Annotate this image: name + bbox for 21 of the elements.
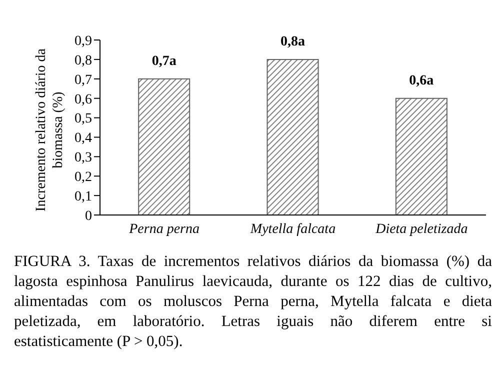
- text: FIGURA 3. Taxas de incrementos relativos diários da biomassa (%) da lagosta espinhosa Panulirus laevicauda, durante os 122 dias de cultivo, alimentadas com os moluscos Perna perna, Mytella falcata e dieta peletizada, em laboratório. Letras iguais não diferem entre si estatisticamente (P > 0,05).: [14, 252, 492, 352]
- y-axis-title: Incremento relativo diário da biomassa (%): [33, 48, 67, 214]
- y-tick-label: 0,7: [74, 72, 92, 88]
- x-tick-label: Dieta peletizada: [374, 222, 468, 237]
- data-label: 0,7a: [152, 54, 176, 69]
- bar: [395, 98, 448, 215]
- bar: [266, 58, 319, 215]
- y-tick-label: 0,1: [74, 190, 92, 205]
- y-tick-label: 0,3: [74, 150, 92, 166]
- data-label: 0,6a: [409, 73, 434, 88]
- y-tick-label: 0,9: [74, 34, 92, 49]
- y-tick-label: 0,5: [74, 112, 92, 127]
- data-label: 0,8a: [280, 34, 306, 50]
- y-tick-label: 0,8: [74, 53, 92, 68]
- y-tick-label: 0,6: [74, 92, 92, 108]
- y-tick-label: 0,4: [74, 131, 92, 146]
- x-tick-label: Perna perna: [128, 222, 200, 237]
- bar: [138, 78, 190, 215]
- y-tick-label: 0: [85, 208, 92, 224]
- x-tick-label: Mytella falcata: [249, 222, 336, 237]
- y-tick-label: 0,2: [74, 170, 92, 186]
